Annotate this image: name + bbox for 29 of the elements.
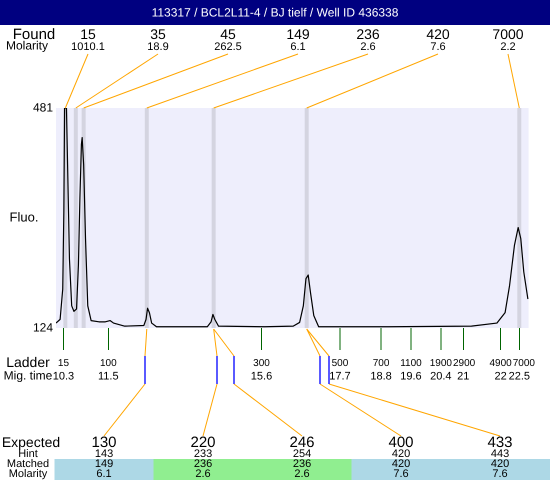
annotation: 236 [356,26,380,42]
annotation: 2.6 [360,41,376,54]
annotation: 7.6 [430,41,446,54]
text: 7.6 [393,468,409,480]
annotation: 262.5 [214,41,242,54]
annotation: 18.9 [147,41,169,54]
y-axis-title: Fluo. [10,210,38,225]
chart-title: 113317 / BCL2L11-4 / BJ tielf / Well ID 436338 [152,5,399,20]
text: 7.6 [492,468,508,480]
text: 6.1 [96,468,112,480]
y-tick-label: 481 [32,100,54,114]
annotation: 45 [220,26,236,42]
text: 420 [392,458,410,470]
annotation: 2.2 [500,41,516,54]
annotation: 35 [150,26,166,42]
text: 149 [94,458,114,470]
text: Matched [6,458,50,470]
annotation: 420 [426,26,450,42]
annotation: 15 [80,26,96,42]
annotation: 7000 [492,26,524,42]
text: 420 [490,458,510,470]
annotation: 149 [286,26,310,42]
text: 2.6 [195,468,211,480]
text: 236 [194,458,212,470]
annotation: 6.1 [290,41,306,54]
text: Molarity [8,468,48,480]
text: 236 [292,458,312,470]
text: 2.6 [294,468,310,480]
annotation: 1010.1 [71,41,105,54]
